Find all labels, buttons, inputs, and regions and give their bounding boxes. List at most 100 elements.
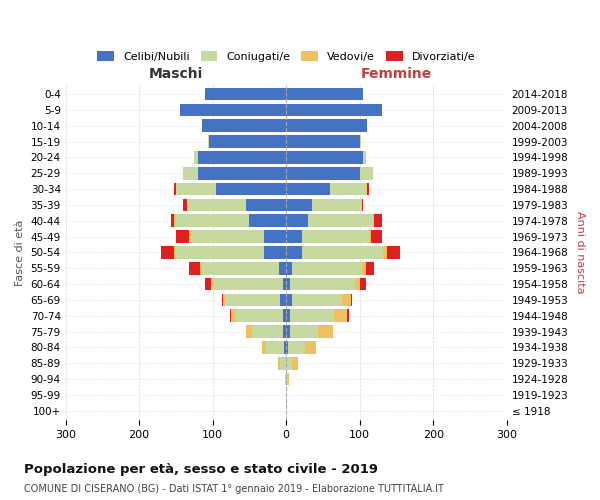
Bar (286, 135, 360, 148)
Bar (189, 262, 200, 274)
Bar (302, 230, 368, 243)
Bar (286, 88, 364, 101)
Bar (286, 278, 290, 290)
Bar (286, 373, 287, 386)
Bar (312, 198, 362, 211)
Bar (284, 341, 286, 354)
Bar (383, 246, 387, 258)
Text: Femmine: Femmine (361, 68, 432, 82)
Bar (367, 182, 368, 196)
Bar (189, 230, 191, 243)
Bar (331, 182, 365, 196)
Bar (318, 325, 332, 338)
Bar (191, 230, 264, 243)
Bar (251, 325, 283, 338)
Bar (351, 294, 352, 306)
Bar (161, 246, 175, 258)
Bar (264, 246, 286, 258)
Bar (347, 310, 349, 322)
Bar (362, 198, 364, 211)
Bar (266, 341, 284, 354)
Bar (387, 246, 400, 258)
Bar (283, 325, 286, 338)
Bar (183, 198, 187, 211)
Bar (205, 88, 286, 101)
Bar (223, 294, 225, 306)
Bar (246, 198, 286, 211)
Bar (286, 151, 364, 164)
Bar (342, 294, 351, 306)
Bar (286, 167, 360, 179)
Bar (286, 198, 312, 211)
Bar (246, 325, 251, 338)
Bar (308, 214, 373, 227)
Bar (264, 230, 286, 243)
Bar (205, 278, 211, 290)
Y-axis label: Fasce di età: Fasce di età (15, 219, 25, 286)
Bar (364, 151, 367, 164)
Bar (176, 230, 189, 243)
Bar (262, 341, 266, 354)
Bar (175, 182, 176, 196)
Bar (286, 325, 290, 338)
Text: COMUNE DI CISERANO (BG) - Dati ISTAT 1° gennaio 2019 - Elaborazione TUTTITALIA.I: COMUNE DI CISERANO (BG) - Dati ISTAT 1° … (24, 484, 444, 494)
Bar (175, 214, 176, 227)
Bar (302, 246, 383, 258)
Bar (365, 182, 367, 196)
Bar (360, 167, 373, 179)
Text: Popolazione per età, sesso e stato civile - 2019: Popolazione per età, sesso e stato civil… (24, 462, 378, 475)
Bar (171, 214, 175, 227)
Legend: Celibi/Nubili, Coniugati/e, Vedovi/e, Divorziati/e: Celibi/Nubili, Coniugati/e, Vedovi/e, Di… (93, 46, 479, 66)
Bar (231, 310, 235, 322)
Bar (365, 262, 374, 274)
Y-axis label: Anni di nascita: Anni di nascita (575, 211, 585, 294)
Bar (292, 294, 342, 306)
Bar (202, 262, 279, 274)
Bar (212, 278, 283, 290)
Bar (374, 214, 382, 227)
Bar (290, 310, 334, 322)
Bar (286, 357, 292, 370)
Bar (208, 135, 209, 148)
Bar (368, 230, 371, 243)
Bar (371, 230, 382, 243)
Bar (187, 198, 246, 211)
Bar (290, 325, 318, 338)
Bar (179, 104, 286, 116)
Bar (202, 120, 286, 132)
Text: Maschi: Maschi (149, 68, 203, 82)
Bar (198, 151, 286, 164)
Bar (209, 135, 286, 148)
Bar (373, 214, 374, 227)
Bar (198, 167, 286, 179)
Bar (200, 262, 202, 274)
Bar (280, 294, 286, 306)
Bar (292, 357, 298, 370)
Bar (286, 104, 382, 116)
Bar (283, 310, 286, 322)
Bar (278, 357, 280, 370)
Bar (283, 278, 286, 290)
Bar (286, 182, 331, 196)
Bar (287, 373, 289, 386)
Bar (176, 182, 217, 196)
Bar (183, 167, 198, 179)
Bar (235, 310, 283, 322)
Bar (292, 262, 362, 274)
Bar (286, 341, 289, 354)
Bar (176, 214, 250, 227)
Bar (230, 310, 231, 322)
Bar (290, 278, 355, 290)
Bar (361, 278, 367, 290)
Bar (360, 135, 361, 148)
Bar (334, 310, 347, 322)
Bar (280, 357, 286, 370)
Bar (225, 294, 280, 306)
Bar (286, 294, 292, 306)
Bar (217, 182, 286, 196)
Bar (279, 262, 286, 274)
Bar (176, 246, 264, 258)
Bar (194, 151, 198, 164)
Bar (286, 246, 302, 258)
Bar (362, 262, 365, 274)
